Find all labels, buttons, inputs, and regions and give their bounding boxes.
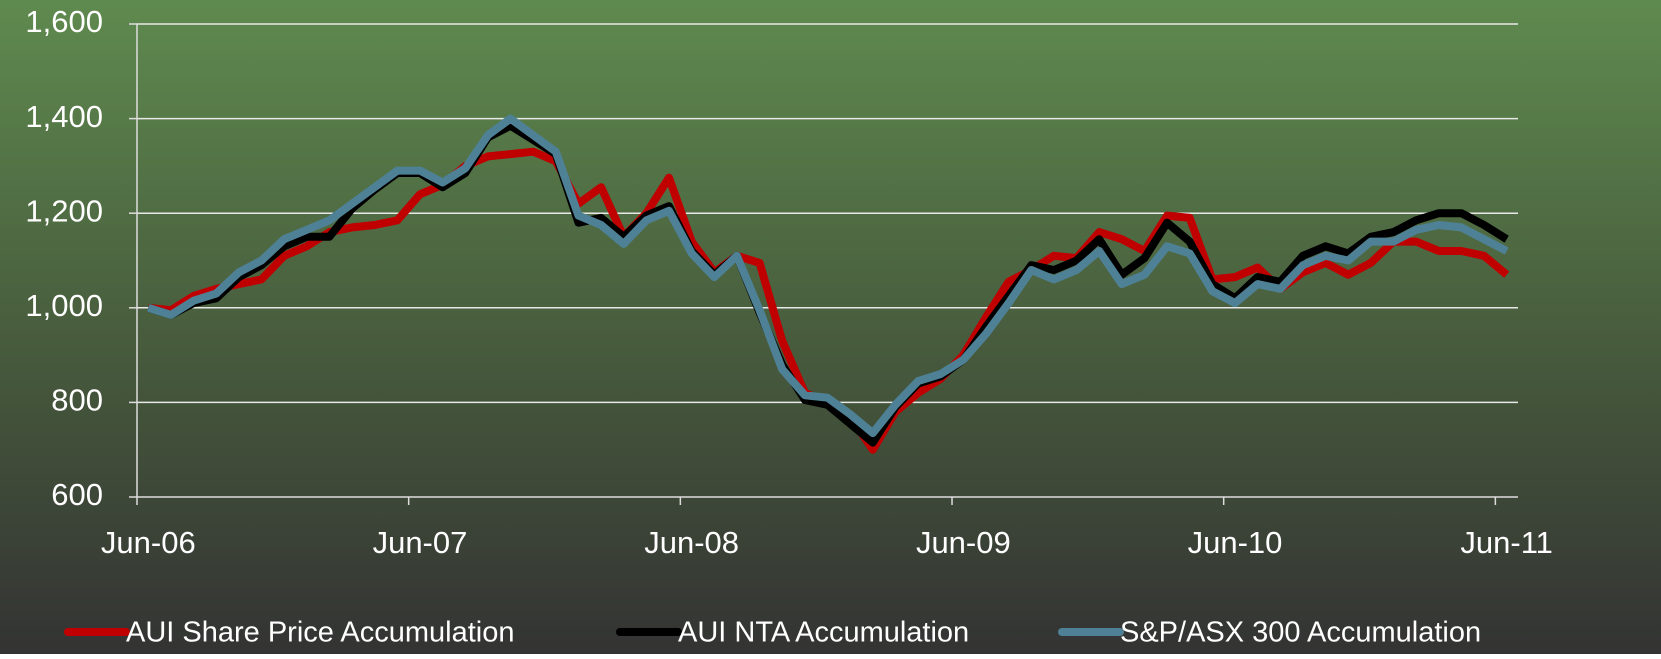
x-tick-label: Jun-11 — [1460, 525, 1553, 560]
x-tick-label: Jun-10 — [1188, 525, 1283, 560]
y-tick-label: 1,000 — [25, 288, 103, 323]
y-tick-label: 1,600 — [25, 4, 103, 39]
y-tick-label: 800 — [51, 383, 103, 418]
series-line — [147, 114, 1509, 438]
x-tick-label: Jun-09 — [916, 525, 1011, 560]
y-tick-label: 1,400 — [25, 99, 103, 134]
y-tick-label: 600 — [51, 477, 103, 512]
x-tick-label: Jun-06 — [101, 525, 196, 560]
y-tick-label: 1,200 — [25, 193, 103, 228]
x-tick-label: Jun-08 — [644, 525, 739, 560]
legend-label: S&P/ASX 300 Accumulation — [1120, 617, 1481, 649]
x-tick-label: Jun-07 — [373, 525, 468, 560]
legend-label: AUI NTA Accumulation — [678, 617, 969, 649]
legend-label: AUI Share Price Accumulation — [126, 617, 514, 649]
